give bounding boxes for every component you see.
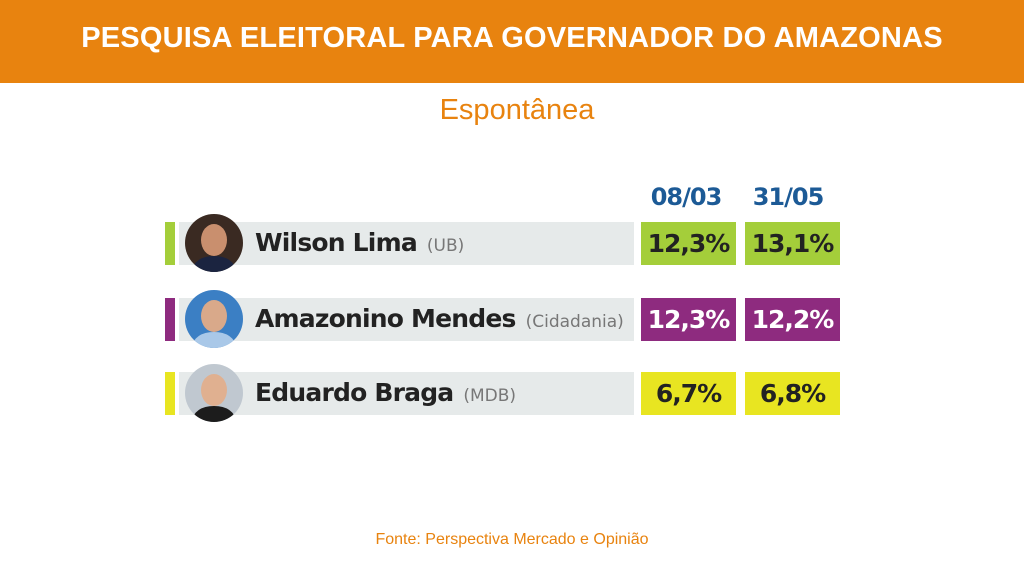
candidate-name: Eduardo Braga (MDB): [255, 378, 516, 407]
candidate-row: Amazonino Mendes (Cidadania) 12,3% 12,2%: [165, 290, 845, 348]
candidate-name-text: Eduardo Braga: [255, 378, 454, 407]
candidate-name-text: Wilson Lima: [255, 228, 418, 257]
party-color-stripe: [165, 298, 175, 341]
candidate-avatar: [185, 214, 243, 272]
column-header-date-1: 08/03: [650, 183, 723, 211]
value-31-05: 13,1%: [745, 222, 840, 265]
candidate-name-text: Amazonino Mendes: [255, 304, 516, 333]
party-color-stripe: [165, 372, 175, 415]
value-08-03: 12,3%: [641, 298, 736, 341]
candidate-name: Wilson Lima (UB): [255, 228, 464, 257]
header-banner: PESQUISA ELEITORAL PARA GOVERNADOR DO AM…: [0, 0, 1024, 83]
value-08-03: 12,3%: [641, 222, 736, 265]
value-31-05: 12,2%: [745, 298, 840, 341]
candidate-avatar: [185, 364, 243, 422]
candidate-row: Wilson Lima (UB) 12,3% 13,1%: [165, 214, 845, 272]
subtitle: Espontânea: [439, 94, 595, 126]
party-label: (MDB): [463, 386, 517, 406]
party-label: (Cidadania): [525, 312, 624, 332]
candidate-name: Amazonino Mendes (Cidadania): [255, 304, 624, 333]
page-title: PESQUISA ELEITORAL PARA GOVERNADOR DO AM…: [81, 22, 943, 54]
name-bar: [179, 298, 634, 341]
candidate-avatar: [185, 290, 243, 348]
source-footer: Fonte: Perspectiva Mercado e Opinião: [375, 531, 649, 548]
value-31-05: 6,8%: [745, 372, 840, 415]
candidate-row: Eduardo Braga (MDB) 6,7% 6,8%: [165, 364, 845, 422]
party-label: (UB): [426, 236, 465, 256]
name-bar: [179, 372, 634, 415]
column-header-date-2: 31/05: [752, 183, 825, 211]
party-color-stripe: [165, 222, 175, 265]
value-08-03: 6,7%: [641, 372, 736, 415]
name-bar: [179, 222, 634, 265]
